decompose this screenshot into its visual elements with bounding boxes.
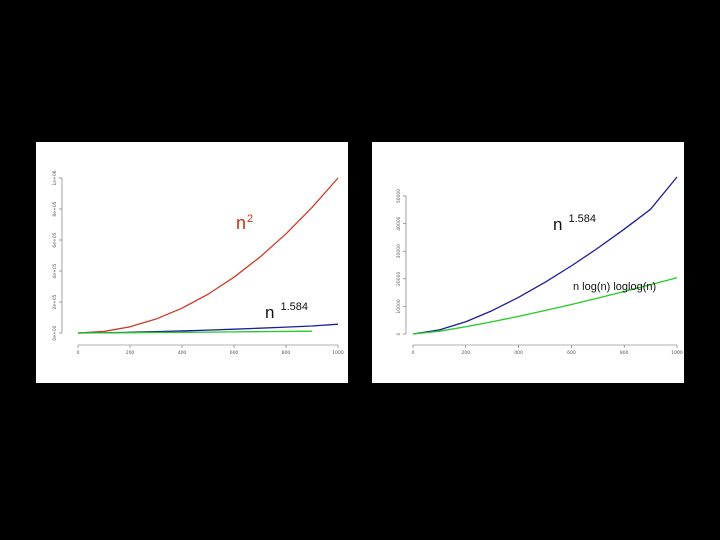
annotation-n-squared-base: n: [236, 213, 247, 233]
chart-0-y-tick-label-0: 0e+00: [52, 325, 58, 340]
annotation-n-1584-left: n 1.584: [265, 301, 308, 323]
chart-0-x-tick-label-5: 1000: [332, 350, 344, 356]
chart-1-y-tick-label-2: 20000: [396, 272, 402, 286]
chart-0-x-tick-label-3: 600: [230, 350, 239, 356]
chart-1-x-tick-label-4: 800: [620, 350, 629, 356]
chart-1-x-tick-label-5: 1000: [671, 350, 683, 356]
chart-0-series-line-2: [77, 330, 313, 334]
chart-1-y-tick-label-3: 30000: [396, 244, 402, 258]
chart-1-y-tick-label-0: 0: [396, 332, 402, 335]
annotation-n-1584-right-exponent: 1.584: [568, 213, 596, 225]
chart-0-y-tick-label-3: 6e+05: [52, 232, 58, 247]
chart-0-y-tick-label-5: 1e+06: [52, 170, 58, 185]
chart-0-x-tick-label-1: 200: [126, 350, 135, 356]
annotation-n-squared-exponent: 2: [247, 213, 254, 225]
chart-0-x-tick-label-4: 800: [282, 350, 291, 356]
annotation-n-1584-right-base: n: [553, 215, 563, 234]
chart-panel-right: 0 200 400 600 800 1000 0 10000 20000 30000 40000 50…: [372, 142, 684, 383]
chart-0-y-tick-label-2: 4e+05: [52, 263, 58, 278]
chart-0-y-tick-label-1: 2e+05: [52, 294, 58, 309]
chart-1-y-tick-label-4: 40000: [396, 216, 402, 230]
chart-1-x-tick-label-3: 600: [567, 350, 576, 356]
chart-right-svg: 0 200 400 600 800 100001000020000300004000050…: [396, 176, 683, 356]
annotation-n-1584-left-base: n: [265, 303, 275, 322]
chart-left-svg: 0 200 400 600 800 1000 0e+00 2e+05 4e+05 6e+05 8e+…: [52, 170, 344, 356]
chart-panel-left: 0 200 400 600 800 1000 0e+00 2e+05 4e+05 6e+05 8e+…: [36, 142, 348, 383]
chart-1-y-tick-label-5: 50000: [396, 189, 402, 203]
chart-1-y-tick-label-1: 10000: [396, 299, 402, 313]
chart-0-series-line-0: [77, 177, 339, 334]
chart-1-series-line-0: [412, 176, 678, 335]
chart-1-x-tick-label-2: 400: [514, 350, 523, 356]
annotation-n-squared: n2: [236, 213, 253, 234]
chart-0-y-tick-label-4: 8e+05: [52, 201, 58, 216]
annotation-nlogn-loglogn: n log(n) loglog(n): [573, 281, 657, 293]
chart-1-x-tick-label-1: 200: [462, 350, 471, 356]
annotation-n-1584-right: n 1.584: [553, 213, 596, 235]
chart-0-x-tick-label-2: 400: [178, 350, 187, 356]
annotation-n-1584-left-exponent: 1.584: [280, 301, 308, 313]
chart-1-x-tick-label-0: 0: [412, 350, 415, 356]
chart-1-series-line-1: [412, 277, 678, 335]
chart-0-x-tick-label-0: 0: [77, 350, 80, 356]
